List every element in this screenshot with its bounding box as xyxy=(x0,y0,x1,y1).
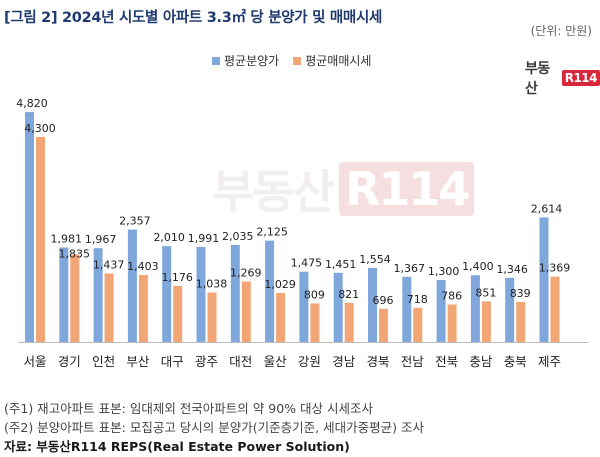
category-label-11: 전남 xyxy=(401,354,425,369)
value-label-series2-3: 1,403 xyxy=(127,260,159,273)
value-label-series2-9: 821 xyxy=(338,288,359,301)
bar-series1-13 xyxy=(471,275,480,342)
footnote-1: (주1) 재고아파트 표본: 임대제외 전국아파트의 약 90% 대상 시세조사 xyxy=(4,398,373,417)
bar-series2-15 xyxy=(551,277,560,342)
category-label-14: 충북 xyxy=(504,354,527,369)
category-label-8: 강원 xyxy=(298,354,321,369)
bar-series1-0 xyxy=(25,112,34,342)
category-label-15: 제주 xyxy=(538,354,561,369)
bar-series2-10 xyxy=(379,309,388,342)
bar-series2-11 xyxy=(413,308,422,342)
value-label-series2-13: 851 xyxy=(475,286,496,299)
bar-series1-9 xyxy=(334,273,343,342)
value-label-series2-10: 696 xyxy=(373,294,394,307)
bar-series2-3 xyxy=(139,275,148,342)
category-label-3: 부산 xyxy=(126,354,150,369)
source-note: 자료: 부동산R114 REPS(Real Estate Power Solut… xyxy=(4,436,350,455)
category-label-7: 울산 xyxy=(264,354,288,369)
value-label-series1-14: 1,346 xyxy=(496,263,528,276)
bar-series2-9 xyxy=(345,303,354,342)
value-label-series1-15: 2,614 xyxy=(531,202,563,215)
bar-series1-11 xyxy=(402,277,411,342)
bar-series2-14 xyxy=(516,302,525,342)
value-label-series2-1: 1,835 xyxy=(59,248,91,261)
value-label-series2-6: 1,269 xyxy=(230,266,262,279)
value-label-series2-0: 4,300 xyxy=(24,122,56,135)
bar-series2-2 xyxy=(105,273,114,342)
category-label-5: 광주 xyxy=(195,354,218,369)
value-label-series1-12: 1,300 xyxy=(428,265,460,278)
bar-series1-5 xyxy=(197,247,206,342)
category-label-2: 인천 xyxy=(92,354,115,369)
value-label-series2-5: 1,038 xyxy=(196,277,228,290)
category-label-6: 대전 xyxy=(229,354,252,369)
category-label-1: 경기 xyxy=(58,354,81,369)
value-label-series1-9: 1,451 xyxy=(325,258,357,271)
value-label-series1-2: 1,967 xyxy=(85,233,117,246)
value-label-series1-3: 2,357 xyxy=(119,215,151,228)
value-label-series1-5: 1,991 xyxy=(188,232,220,245)
value-label-series2-4: 1,176 xyxy=(161,271,193,284)
footnote-2: (주2) 분양아파트 표본: 모집공고 당시의 분양가(기준층기준, 세대가중평… xyxy=(4,417,424,436)
value-label-series2-11: 718 xyxy=(407,293,428,306)
value-label-series2-14: 839 xyxy=(510,287,531,300)
category-label-13: 충남 xyxy=(469,354,493,369)
bar-series2-5 xyxy=(208,292,217,342)
bar-series2-13 xyxy=(482,301,491,342)
bar-series1-15 xyxy=(540,217,549,342)
bar-series1-3 xyxy=(128,230,137,342)
bar-series2-12 xyxy=(448,305,457,342)
bar-series2-1 xyxy=(70,254,79,342)
value-label-series1-10: 1,554 xyxy=(359,253,391,266)
bar-series2-7 xyxy=(276,293,285,342)
value-label-series2-12: 786 xyxy=(441,290,462,303)
category-label-0: 서울 xyxy=(23,354,46,369)
value-label-series1-7: 2,125 xyxy=(256,226,288,239)
value-label-series2-7: 1,029 xyxy=(264,278,296,291)
value-label-series1-0: 4,820 xyxy=(16,97,48,110)
category-label-10: 경북 xyxy=(366,354,389,369)
value-label-series1-4: 2,010 xyxy=(153,231,185,244)
value-label-series1-1: 1,981 xyxy=(51,233,83,246)
bar-series1-6 xyxy=(231,245,240,342)
value-label-series2-8: 809 xyxy=(304,288,325,301)
value-label-series2-15: 1,369 xyxy=(539,262,571,275)
category-label-9: 경남 xyxy=(332,354,356,369)
bar-series1-7 xyxy=(265,241,274,342)
bar-series1-4 xyxy=(162,246,171,342)
bar-series2-6 xyxy=(242,281,251,342)
value-label-series1-6: 2,035 xyxy=(222,230,254,243)
value-label-series1-11: 1,367 xyxy=(394,262,426,275)
value-label-series1-13: 1,400 xyxy=(462,260,494,273)
bar-series2-0 xyxy=(36,137,45,342)
value-label-series2-2: 1,437 xyxy=(93,258,125,271)
value-label-series1-8: 1,475 xyxy=(291,257,323,270)
bar-series1-8 xyxy=(299,272,308,342)
bar-series2-8 xyxy=(310,303,319,342)
category-label-4: 대구 xyxy=(161,354,184,369)
bar-series2-4 xyxy=(173,286,182,342)
category-label-12: 전북 xyxy=(435,354,458,369)
bar-series1-1 xyxy=(59,248,68,342)
